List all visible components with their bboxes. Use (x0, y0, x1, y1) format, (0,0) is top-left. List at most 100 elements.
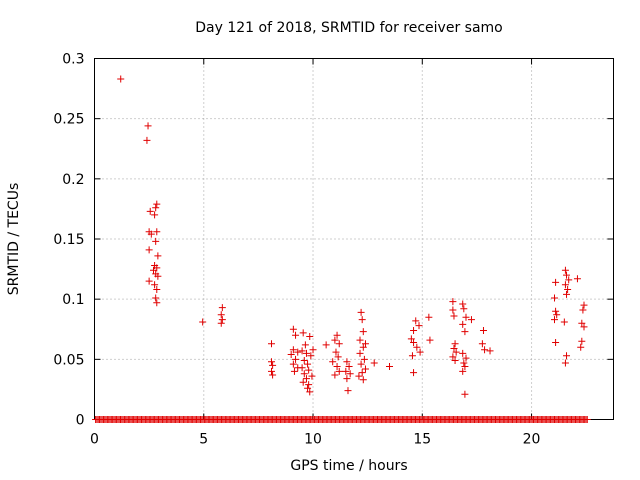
data-point (306, 388, 314, 396)
data-point (451, 340, 459, 348)
y-tick-label: 0.15 (53, 232, 84, 248)
data-point (269, 371, 277, 379)
data-point (289, 346, 297, 354)
data-point (152, 237, 160, 245)
data-point (332, 348, 340, 356)
data-point (410, 338, 418, 346)
data-point (268, 367, 276, 375)
plot-frame (94, 58, 614, 420)
data-point (410, 326, 418, 334)
data-point (563, 352, 571, 360)
data-point (478, 340, 486, 348)
data-point (580, 301, 588, 309)
data-point (459, 320, 467, 328)
y-tick-label: 0.1 (62, 292, 84, 308)
data-point (309, 346, 317, 354)
tick-layer: 0 0.05 0.1 0.15 0.2 0.25 0.3 0 5 10 15 20 (53, 52, 614, 448)
data-point (357, 360, 365, 368)
data-point (345, 363, 353, 371)
data-point (359, 343, 367, 351)
data-point (486, 347, 494, 355)
chart-title: Day 121 of 2018, SRMTID for receiver sam… (195, 20, 503, 36)
data-point (217, 311, 225, 319)
data-point (416, 348, 424, 356)
data-point (564, 286, 572, 294)
data-point (154, 252, 162, 260)
data-point (449, 298, 457, 306)
data-point (146, 207, 154, 215)
data-point (150, 266, 158, 274)
data-point (294, 348, 302, 356)
data-point (425, 313, 433, 321)
data-point (361, 340, 369, 348)
data-point (450, 345, 458, 353)
data-point (298, 347, 306, 355)
data-point (563, 290, 571, 298)
data-point (355, 372, 363, 380)
data-point (361, 365, 369, 373)
x-tick-label: 5 (199, 432, 208, 448)
data-point (269, 361, 277, 369)
data-point (560, 318, 568, 326)
data-point (561, 281, 569, 289)
data-point (408, 352, 416, 360)
data-point (343, 375, 351, 383)
data-point (370, 359, 378, 367)
y-axis-title: SRMTID / TECUs (6, 183, 22, 296)
data-point (386, 363, 394, 371)
y-tick-label: 0.3 (62, 52, 84, 68)
data-point (552, 278, 560, 286)
data-point (407, 335, 415, 343)
data-point (292, 355, 300, 363)
data-point (358, 369, 366, 377)
data-point (298, 364, 306, 372)
data-point (304, 360, 312, 368)
data-point (552, 307, 560, 315)
data-point (289, 325, 297, 333)
data-point (359, 376, 367, 384)
data-point (565, 276, 573, 284)
data-point (577, 343, 585, 351)
data-point (292, 331, 300, 339)
x-axis-title: GPS time / hours (290, 458, 407, 474)
data-point (331, 371, 339, 379)
data-point (462, 354, 470, 362)
data-point (552, 338, 560, 346)
data-point (578, 337, 586, 345)
data-point (335, 340, 343, 348)
data-point (299, 378, 307, 386)
data-point (300, 357, 308, 365)
x-tick-label: 10 (304, 432, 322, 448)
data-point (358, 316, 366, 324)
data-point (580, 323, 588, 331)
data-point (153, 200, 161, 208)
data-point (561, 359, 569, 367)
data-point (152, 294, 160, 302)
data-point (305, 366, 313, 374)
data-point (360, 355, 368, 363)
data-point (305, 381, 313, 389)
y-tick-label: 0.2 (62, 172, 84, 188)
data-point (151, 211, 159, 219)
data-point (153, 299, 161, 307)
data-point (344, 387, 352, 395)
data-point (550, 316, 558, 324)
y-tick-label: 0.25 (53, 112, 84, 128)
data-point (308, 372, 316, 380)
data-point (304, 384, 312, 392)
data-point (322, 341, 330, 349)
data-point-zero (583, 416, 591, 423)
data-point (117, 75, 125, 83)
data-point (329, 358, 337, 366)
data-point (218, 316, 226, 324)
data-point (467, 316, 475, 324)
data-point (461, 328, 469, 336)
data-point (426, 336, 434, 344)
y-tick-label: 0.05 (53, 352, 84, 368)
data-point (331, 336, 339, 344)
data-point (268, 358, 276, 366)
data-point (302, 349, 310, 357)
data-point (334, 353, 342, 361)
mark-layer (92, 75, 591, 423)
